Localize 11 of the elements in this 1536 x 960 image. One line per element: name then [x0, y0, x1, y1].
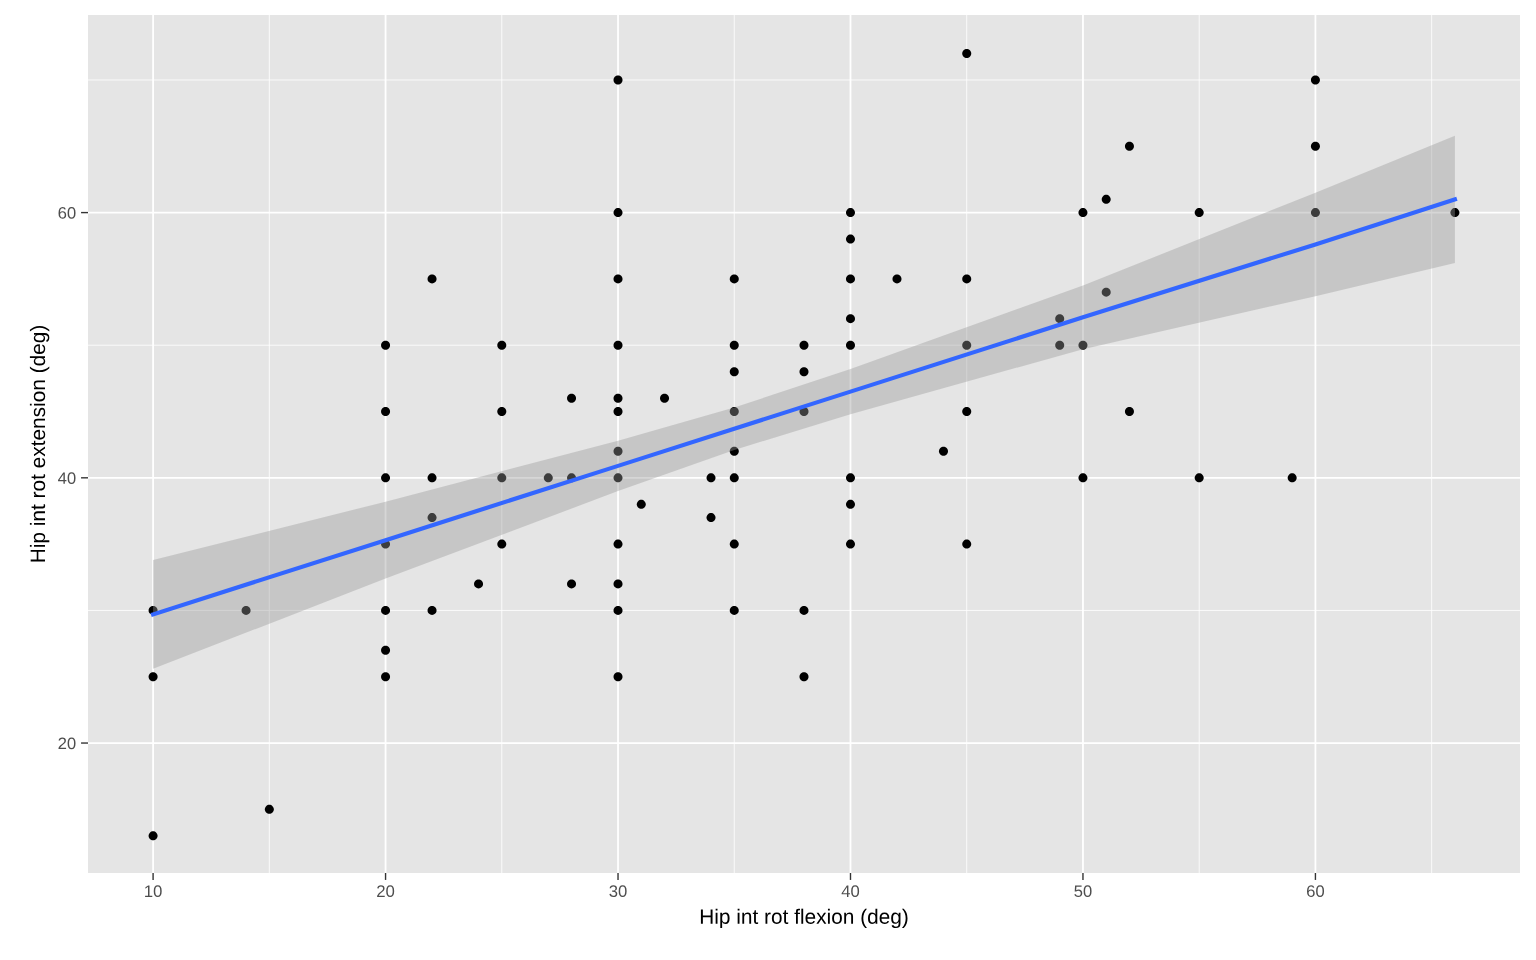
x-tick-label: 60 [1307, 885, 1325, 898]
y-tick-label: 20 [58, 737, 76, 750]
x-axis-title: Hip int rot flexion (deg) [700, 908, 908, 929]
x-tick-label: 20 [377, 885, 395, 898]
x-tick-label: 10 [145, 885, 162, 898]
x-tick-label: 40 [841, 885, 860, 898]
x-tick-label: 30 [609, 885, 627, 898]
y-tick-label: 40 [58, 472, 76, 485]
x-tick-label: 50 [1074, 885, 1092, 898]
y-tick-label: 60 [58, 206, 76, 219]
y-axis-title: Hip int rot extension (deg) [29, 326, 50, 562]
